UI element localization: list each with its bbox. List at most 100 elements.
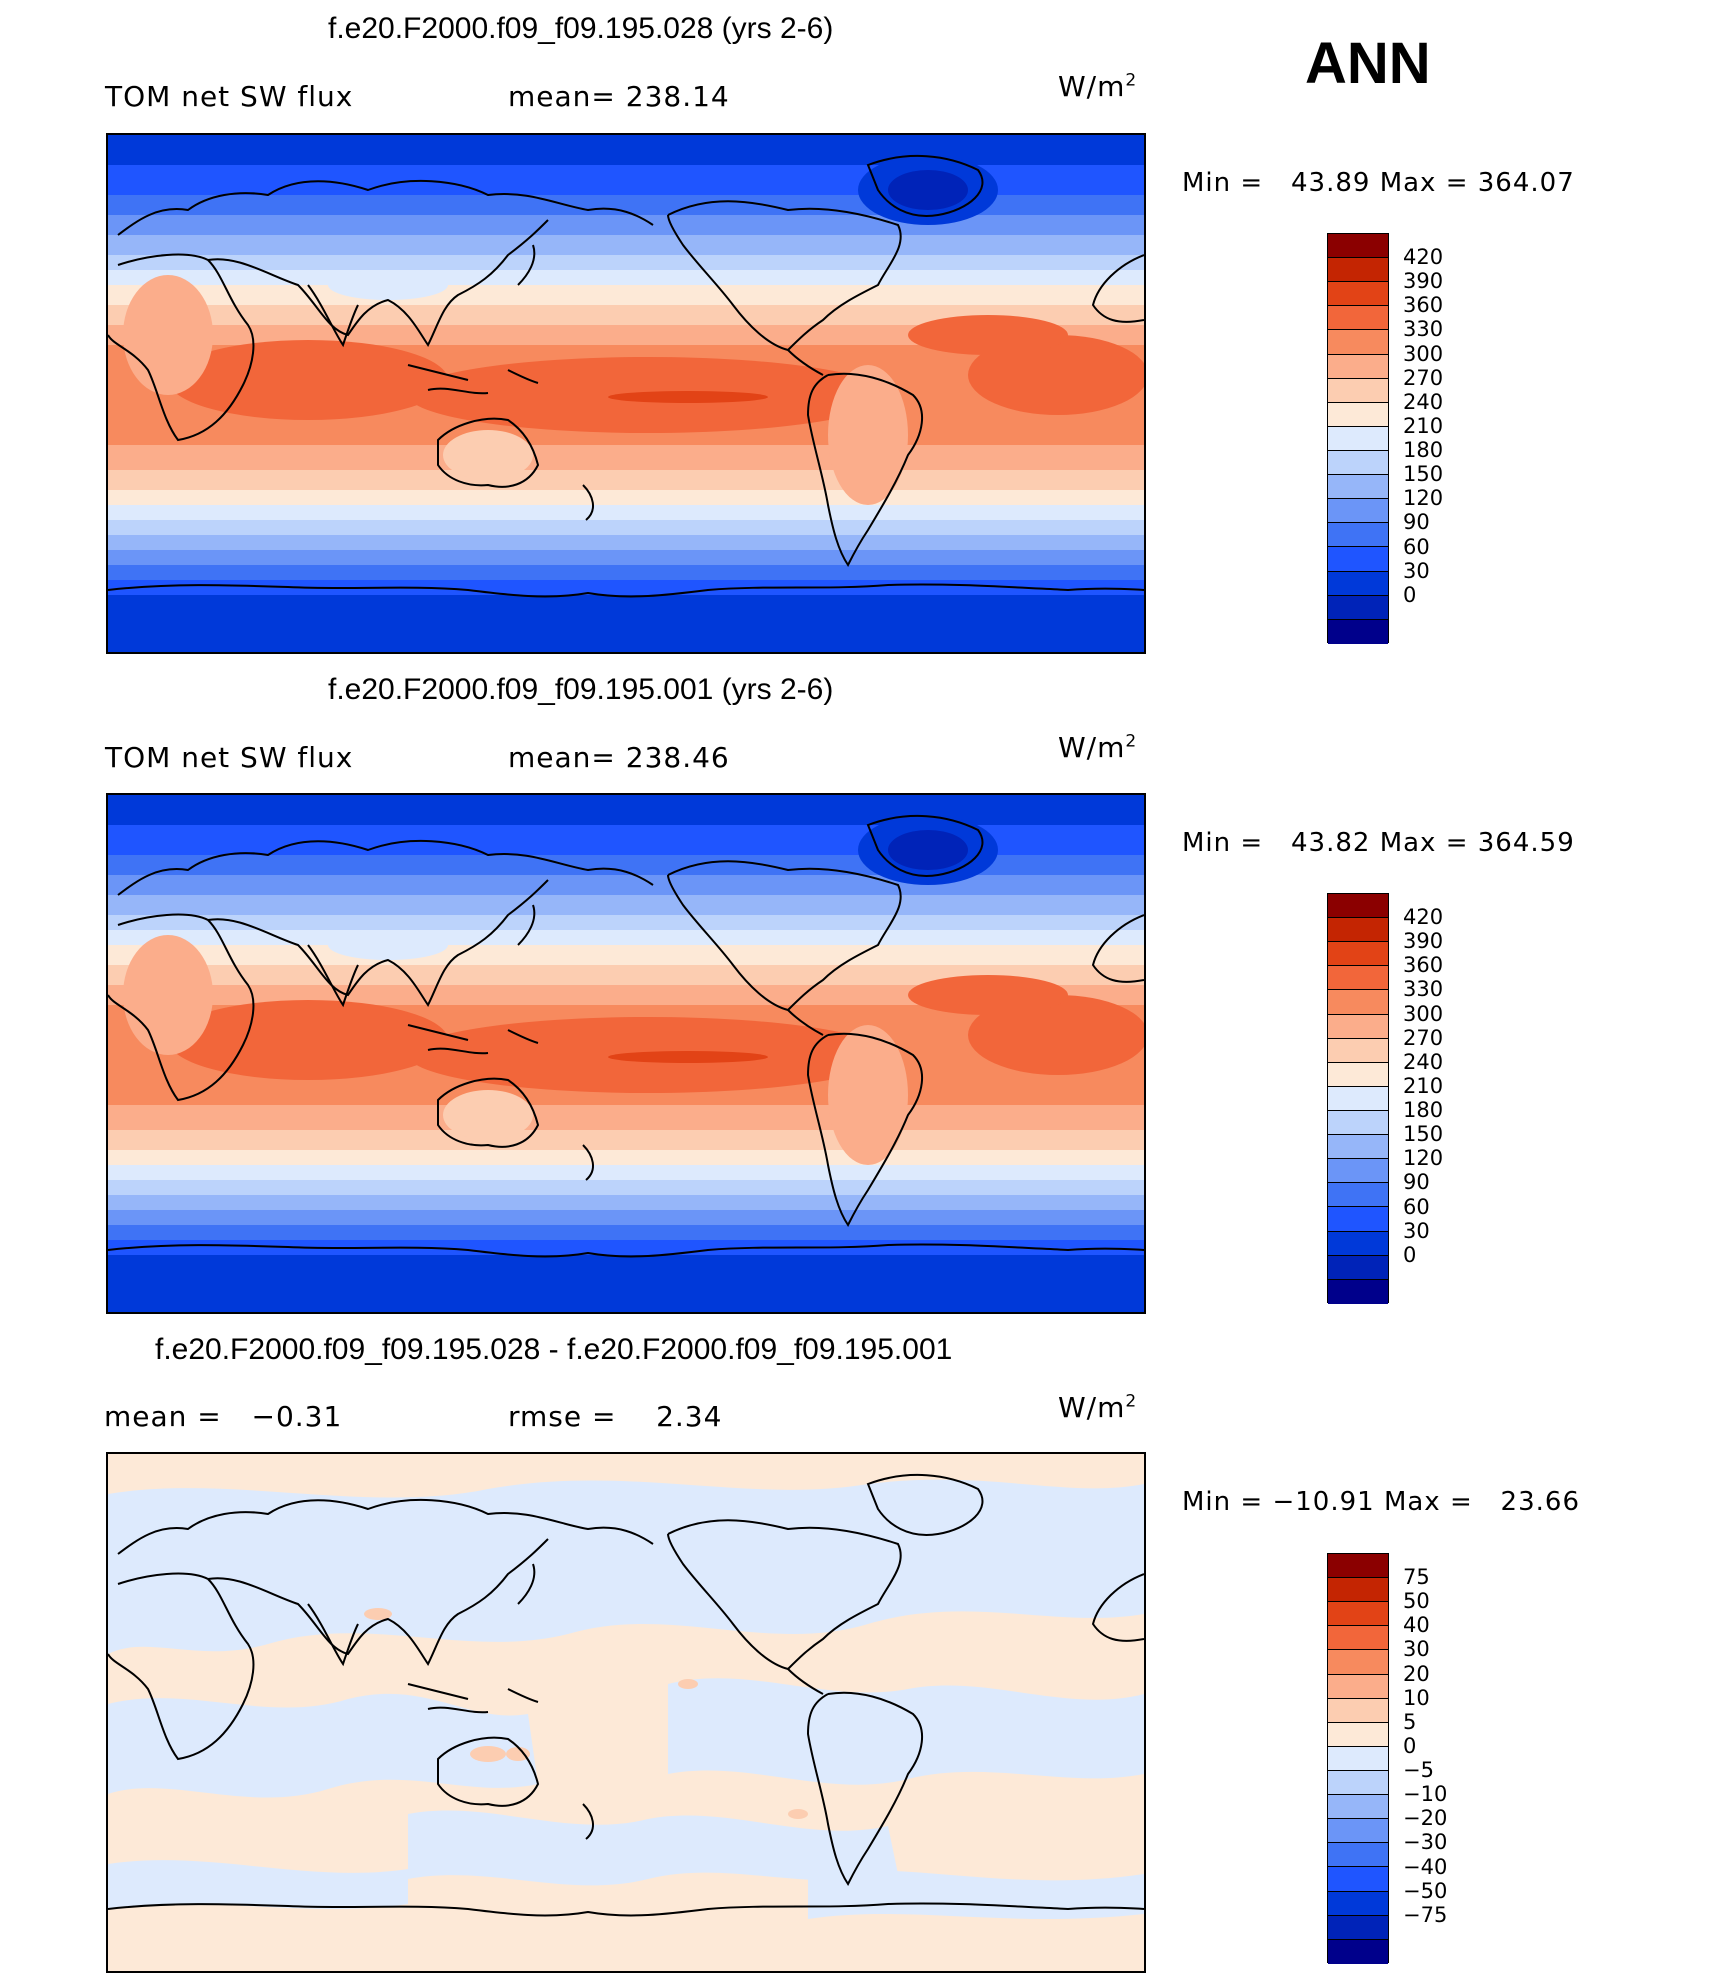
legend-swatch (1328, 1110, 1388, 1136)
legend-swatch (1328, 619, 1388, 644)
legend-tick-label: 30 (1403, 1218, 1430, 1243)
legend-swatch (1328, 450, 1388, 476)
legend-swatch (1328, 306, 1388, 331)
legend-tick-label: 360 (1403, 953, 1444, 978)
season-label: ANN (1305, 31, 1431, 96)
legend-swatch (1328, 1746, 1388, 1771)
legend-tick-label: 30 (1403, 558, 1430, 583)
legend-tick-label: 120 (1403, 1146, 1444, 1171)
legend-tick-label: 300 (1403, 1001, 1444, 1026)
legend-swatch (1328, 378, 1388, 403)
legend-tick-label: 150 (1403, 1122, 1444, 1147)
legend-tick-label: 60 (1403, 534, 1430, 559)
panel-2-legend-bar (1327, 893, 1389, 1304)
legend-swatch (1328, 426, 1388, 451)
legend-swatch (1328, 990, 1388, 1015)
legend-tick-label: 270 (1403, 1025, 1444, 1050)
panel-3-units: W/m2 (1058, 1391, 1138, 1424)
legend-swatch (1328, 282, 1388, 307)
legend-tick-label: 120 (1403, 486, 1444, 511)
panel-3-legend-labels: 75 50 40 30 20 10 5 0 −5 −10 −20 −30 −40 −50 −75 (1403, 1553, 1483, 1963)
legend-swatch (1328, 475, 1388, 500)
legend-tick-label: −10 (1403, 1782, 1448, 1807)
legend-tick-label: 390 (1403, 929, 1444, 954)
legend-tick-label: 10 (1403, 1685, 1430, 1710)
legend-swatch (1328, 1674, 1388, 1699)
panel-3-mean: mean = −0.31 (104, 1400, 343, 1433)
legend-swatch (1328, 1062, 1388, 1087)
legend-tick-label: 240 (1403, 1049, 1444, 1074)
legend-tick-label: 60 (1403, 1194, 1430, 1219)
legend-tick-label: 30 (1403, 1637, 1430, 1662)
legend-swatch (1328, 1602, 1388, 1627)
legend-tick-label: −50 (1403, 1878, 1448, 1903)
panel-2-mean-label: mean= 238.46 (508, 741, 730, 774)
legend-swatch (1328, 1915, 1388, 1940)
panel-1-variable-label: TOM net SW flux (105, 80, 354, 113)
legend-swatch (1328, 1207, 1388, 1232)
legend-swatch (1328, 330, 1388, 355)
panel-3-rmse: rmse = 2.34 (508, 1400, 723, 1433)
legend-swatch (1328, 402, 1388, 427)
legend-tick-label: 330 (1403, 977, 1444, 1002)
legend-swatch (1328, 1159, 1388, 1184)
legend-tick-label: 270 (1403, 365, 1444, 390)
legend-tick-label: 0 (1403, 582, 1417, 607)
panel-3-map-svg (108, 1454, 1144, 1971)
legend-swatch (1328, 595, 1388, 620)
legend-swatch (1328, 1867, 1388, 1892)
legend-tick-label: 180 (1403, 1098, 1444, 1123)
legend-swatch (1328, 1038, 1388, 1063)
legend-swatch (1328, 1698, 1388, 1723)
panel-2-legend-labels: 420 390 360 330 300 270 240 210 180 150 120 90 60 30 0 (1403, 893, 1483, 1303)
panel-1-map (106, 133, 1146, 654)
panel-1-minmax: Min = 43.89 Max = 364.07 (1182, 168, 1575, 198)
legend-tick-label: −5 (1403, 1758, 1434, 1783)
legend-swatch (1328, 1891, 1388, 1916)
legend-swatch (1328, 1135, 1388, 1160)
legend-swatch (1328, 1770, 1388, 1796)
legend-tick-label: −75 (1403, 1902, 1448, 1927)
legend-swatch (1328, 1939, 1388, 1964)
legend-swatch (1328, 1255, 1388, 1280)
panel-1-mean-label: mean= 238.14 (508, 80, 730, 113)
legend-swatch (1328, 499, 1388, 524)
legend-tick-label: 0 (1403, 1242, 1417, 1267)
legend-tick-label: 240 (1403, 389, 1444, 414)
legend-swatch (1328, 234, 1388, 259)
legend-tick-label: 90 (1403, 1170, 1430, 1195)
panel-1-map-svg (108, 135, 1144, 652)
panel-1-legend-bar (1327, 233, 1389, 644)
legend-swatch (1328, 1795, 1388, 1820)
legend-tick-label: 300 (1403, 341, 1444, 366)
panel-3-map (106, 1452, 1146, 1973)
panel-2-title: f.e20.F2000.f09_f09.195.001 (yrs 2-6) (328, 673, 834, 706)
legend-tick-label: 0 (1403, 1733, 1417, 1758)
legend-swatch (1328, 1819, 1388, 1844)
legend-tick-label: 40 (1403, 1613, 1430, 1638)
legend-tick-label: 420 (1403, 245, 1444, 270)
legend-tick-label: 75 (1403, 1565, 1430, 1590)
legend-swatch (1328, 1650, 1388, 1675)
legend-swatch (1328, 1183, 1388, 1208)
legend-swatch (1328, 1626, 1388, 1651)
legend-tick-label: 420 (1403, 905, 1444, 930)
legend-swatch (1328, 1014, 1388, 1039)
panel-3-title: f.e20.F2000.f09_f09.195.028 - f.e20.F200… (155, 1333, 953, 1366)
legend-tick-label: 360 (1403, 293, 1444, 318)
panel-3-legend-bar (1327, 1553, 1389, 1964)
legend-swatch (1328, 1578, 1388, 1603)
legend-swatch (1328, 918, 1388, 943)
legend-tick-label: 50 (1403, 1589, 1430, 1614)
legend-tick-label: 210 (1403, 1073, 1444, 1098)
legend-swatch (1328, 523, 1388, 548)
legend-swatch (1328, 547, 1388, 572)
panel-2-variable-label: TOM net SW flux (105, 741, 354, 774)
legend-tick-label: 330 (1403, 317, 1444, 342)
panel-2-units: W/m2 (1058, 731, 1138, 764)
legend-tick-label: 150 (1403, 462, 1444, 487)
legend-tick-label: 5 (1403, 1709, 1417, 1734)
panel-2-minmax: Min = 43.82 Max = 364.59 (1182, 828, 1575, 858)
legend-swatch (1328, 894, 1388, 919)
panel-2-map (106, 793, 1146, 1314)
